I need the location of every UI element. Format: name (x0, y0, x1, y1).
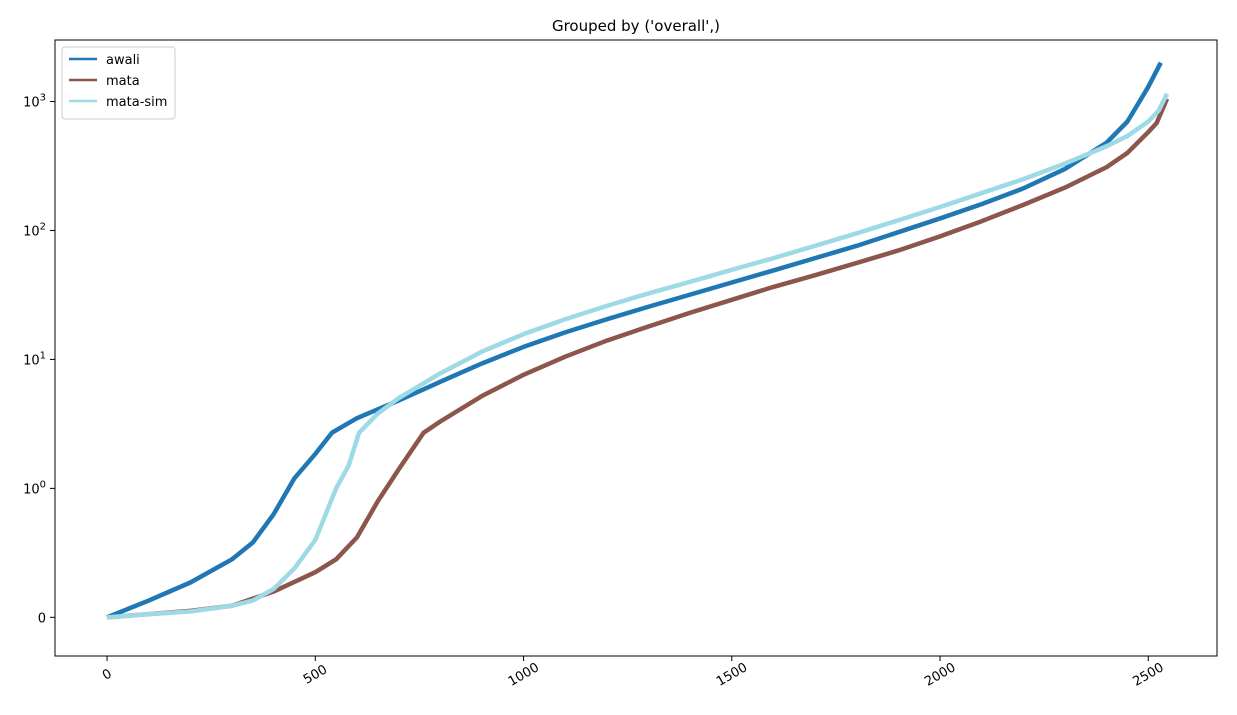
y-tick-label: 0 (38, 611, 46, 626)
series-line-mata (106, 97, 1170, 620)
y-tick-label: 101 (23, 350, 46, 368)
series-lines (106, 61, 1170, 620)
legend-label-awali: awali (106, 53, 140, 68)
y-axis: 0 100 101 102 103 (23, 93, 55, 626)
series-line-mata-sim (106, 92, 1170, 620)
y-tick-label: 103 (23, 93, 46, 111)
plot-frame (54, 39, 1218, 657)
legend-label-mata-sim: mata-sim (106, 95, 167, 110)
chart-title: Grouped by ('overall',) (552, 17, 720, 35)
series-line-awali (106, 61, 1163, 620)
y-tick-label: 100 (23, 479, 46, 497)
y-tick-label: 102 (23, 221, 46, 239)
legend: awali mata mata-sim (61, 46, 176, 120)
legend-label-mata: mata (106, 74, 140, 89)
